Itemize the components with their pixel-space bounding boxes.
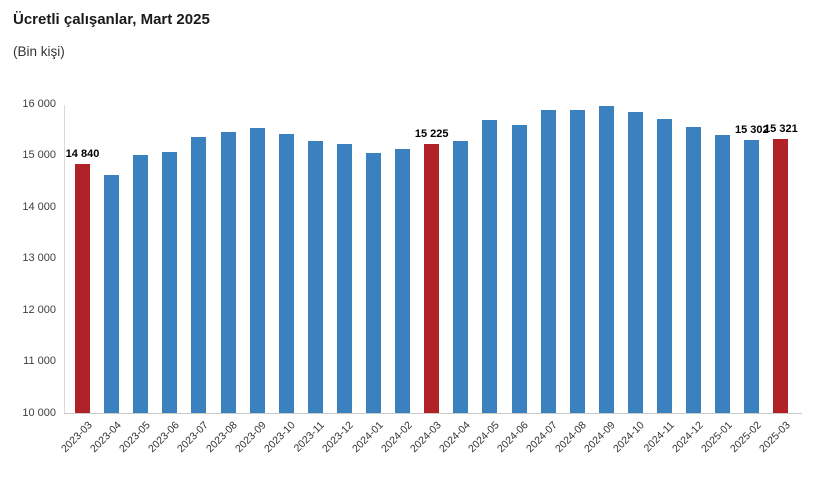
- bar-2023-07: [191, 137, 207, 413]
- x-axis-line: [64, 413, 802, 414]
- bar-2023-10: [278, 133, 294, 413]
- bar-2024-08: [569, 110, 585, 413]
- data-label-2025-03: 15 321: [764, 123, 798, 136]
- data-label-2025-02: 15 302: [734, 124, 769, 137]
- bar-2024-02: [395, 149, 411, 413]
- bar-2023-06: [162, 151, 178, 413]
- bar-2023-08: [220, 131, 236, 413]
- y-axis-line: [64, 104, 65, 413]
- bar-2023-05: [133, 154, 149, 413]
- bar-2025-02: [744, 140, 760, 413]
- bar-2024-10: [627, 112, 643, 413]
- bar-2025-03: [773, 139, 789, 413]
- bar-2025-01: [715, 134, 731, 413]
- bar-2024-01: [366, 152, 381, 413]
- y-tick-label: 11 000: [23, 355, 56, 368]
- y-tick-label: 13 000: [22, 252, 56, 265]
- y-tick-label: 14 000: [22, 200, 56, 213]
- bar-2024-09: [598, 105, 614, 413]
- y-tick-label: 10 000: [22, 406, 56, 419]
- bar-2023-09: [249, 128, 265, 413]
- y-tick-label: 15 000: [22, 149, 56, 162]
- y-tick-label: 12 000: [22, 303, 56, 316]
- bar-2024-05: [482, 120, 498, 413]
- chart-subtitle: (Bin kişi): [13, 44, 65, 59]
- bar-2024-11: [657, 119, 672, 413]
- bar-2024-06: [511, 124, 527, 413]
- bar-2023-11: [307, 141, 323, 413]
- chart-title: Ücretli çalışanlar, Mart 2025: [13, 11, 210, 28]
- y-tick-label: 16 000: [22, 98, 56, 110]
- bar-2024-07: [540, 109, 556, 413]
- bar-2024-04: [453, 141, 469, 413]
- bar-2023-03: [75, 164, 90, 413]
- bar-2023-12: [336, 143, 352, 413]
- bar-2024-03: [424, 144, 440, 413]
- bar-2023-04: [104, 175, 120, 413]
- data-label-2023-03: 14 840: [65, 148, 100, 161]
- bar-2024-12: [686, 126, 702, 413]
- data-label-2024-03: 15 225: [414, 128, 449, 141]
